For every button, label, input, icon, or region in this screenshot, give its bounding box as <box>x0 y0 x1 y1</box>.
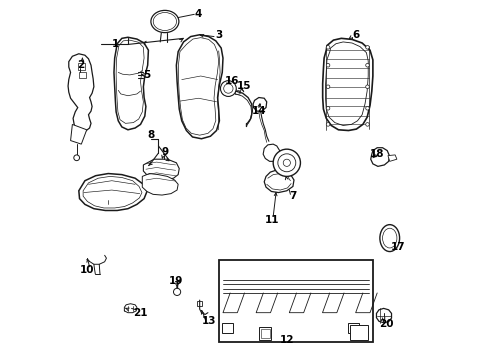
Circle shape <box>74 155 80 161</box>
Circle shape <box>277 154 295 172</box>
Text: 5: 5 <box>143 70 150 80</box>
Text: 2: 2 <box>77 59 84 69</box>
Circle shape <box>365 123 368 126</box>
Polygon shape <box>222 323 233 333</box>
Circle shape <box>365 45 368 49</box>
Text: 8: 8 <box>147 130 155 140</box>
Text: 21: 21 <box>133 308 147 318</box>
Polygon shape <box>79 174 147 211</box>
Text: 17: 17 <box>390 242 405 252</box>
Polygon shape <box>79 72 86 78</box>
Circle shape <box>365 85 368 89</box>
Circle shape <box>365 107 368 110</box>
Polygon shape <box>264 170 293 193</box>
Polygon shape <box>114 37 148 130</box>
Circle shape <box>283 159 290 166</box>
Circle shape <box>325 123 329 126</box>
Polygon shape <box>143 159 179 180</box>
Circle shape <box>273 149 300 176</box>
Polygon shape <box>370 148 388 166</box>
Text: 10: 10 <box>80 265 95 275</box>
Text: 6: 6 <box>351 30 359 40</box>
Circle shape <box>365 63 368 67</box>
Text: 16: 16 <box>224 76 239 86</box>
Polygon shape <box>78 63 85 69</box>
Text: 15: 15 <box>237 81 251 91</box>
Text: 12: 12 <box>280 334 294 345</box>
Polygon shape <box>197 301 202 306</box>
Polygon shape <box>70 125 86 144</box>
Ellipse shape <box>379 225 399 252</box>
Polygon shape <box>349 325 367 339</box>
Text: 14: 14 <box>251 106 265 116</box>
Text: 7: 7 <box>288 191 296 201</box>
Polygon shape <box>258 327 271 339</box>
Text: 11: 11 <box>264 215 279 225</box>
Circle shape <box>325 45 329 49</box>
Text: 13: 13 <box>201 316 215 325</box>
Polygon shape <box>376 309 391 323</box>
Polygon shape <box>322 39 372 131</box>
Polygon shape <box>387 155 396 161</box>
Text: 1: 1 <box>112 40 119 49</box>
Text: 9: 9 <box>161 147 168 157</box>
Polygon shape <box>142 174 178 195</box>
Polygon shape <box>176 35 223 139</box>
Text: 4: 4 <box>195 9 202 19</box>
Circle shape <box>325 107 329 110</box>
Circle shape <box>325 85 329 89</box>
Ellipse shape <box>151 10 179 33</box>
Text: 20: 20 <box>378 319 393 329</box>
Circle shape <box>173 288 180 296</box>
Text: 18: 18 <box>369 149 384 159</box>
Polygon shape <box>235 90 240 95</box>
Text: 19: 19 <box>168 276 183 286</box>
Text: 3: 3 <box>215 31 223 40</box>
Polygon shape <box>263 144 280 161</box>
Polygon shape <box>325 42 367 126</box>
Polygon shape <box>68 54 94 134</box>
Circle shape <box>220 81 236 96</box>
Polygon shape <box>348 323 359 333</box>
Circle shape <box>325 63 329 67</box>
Polygon shape <box>260 329 269 338</box>
Bar <box>218 260 372 342</box>
Circle shape <box>223 84 233 93</box>
Polygon shape <box>253 98 266 111</box>
